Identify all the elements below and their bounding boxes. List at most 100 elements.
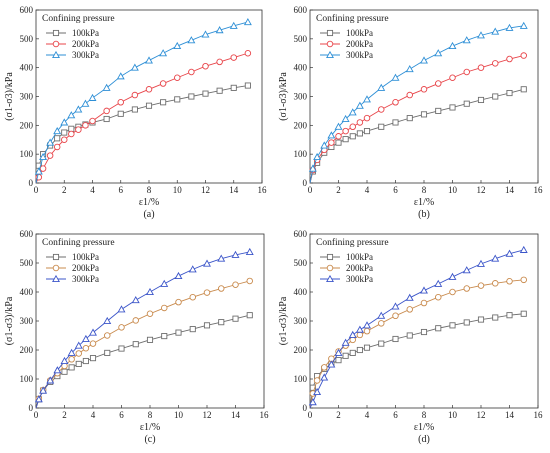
series-300kPa — [34, 247, 254, 409]
data-point — [377, 311, 386, 319]
data-point — [173, 74, 181, 82]
data-point — [355, 101, 364, 109]
series-line — [309, 88, 524, 184]
data-point — [392, 335, 399, 343]
x-tick-label: 8 — [422, 410, 427, 420]
data-point — [173, 41, 182, 50]
data-point — [175, 298, 182, 306]
series-100kPa — [309, 310, 527, 409]
data-point — [477, 282, 485, 289]
data-point — [81, 99, 90, 107]
series-line — [309, 279, 524, 409]
data-point — [463, 319, 470, 326]
data-point — [356, 130, 363, 137]
data-point — [145, 102, 153, 109]
data-point — [505, 23, 514, 31]
data-point — [349, 133, 356, 140]
legend-title: Confining pressure — [316, 13, 389, 24]
data-point — [435, 107, 442, 114]
data-point — [216, 58, 223, 66]
data-point — [420, 286, 428, 294]
data-point — [230, 84, 237, 91]
data-point — [335, 133, 342, 140]
data-point — [103, 316, 112, 325]
data-point — [392, 99, 399, 106]
x-tick-label: 6 — [393, 410, 398, 420]
data-point — [435, 325, 442, 332]
series-line — [35, 280, 250, 409]
data-point — [363, 114, 371, 122]
data-point — [392, 312, 399, 320]
data-point — [159, 80, 167, 87]
data-point — [201, 30, 210, 38]
data-point — [477, 259, 485, 267]
legend-marker — [52, 274, 60, 283]
data-point — [320, 141, 329, 149]
data-point — [342, 127, 349, 135]
series-line — [309, 249, 524, 409]
legend-entry: 200kPa — [346, 39, 373, 49]
data-point — [145, 86, 153, 93]
data-point — [492, 93, 499, 100]
x-tick-label: 10 — [174, 410, 184, 420]
data-point — [462, 266, 471, 274]
data-point — [132, 341, 139, 348]
y-tick-label: 400 — [294, 287, 308, 297]
data-point — [39, 165, 47, 172]
x-tick-label: 16 — [534, 410, 544, 420]
data-point — [160, 279, 169, 287]
x-tick-label: 0 — [308, 410, 313, 420]
data-point — [477, 31, 485, 39]
series-300kPa — [34, 17, 252, 184]
legend-entry: 300kPa — [72, 50, 99, 60]
data-point — [355, 325, 364, 333]
y-tick-label: 300 — [294, 92, 308, 102]
data-point — [243, 17, 252, 26]
data-point — [392, 119, 399, 126]
data-point — [89, 355, 97, 362]
y-tick-label: 600 — [20, 5, 34, 15]
data-point — [246, 277, 253, 285]
x-axis-label: ε1/% — [414, 197, 434, 208]
legend-marker — [326, 274, 334, 283]
data-point — [363, 344, 371, 351]
x-tick-label: 8 — [422, 185, 427, 195]
data-point — [420, 56, 428, 64]
data-point — [449, 322, 456, 329]
data-point — [118, 345, 125, 352]
data-point — [54, 135, 61, 142]
legend-entry: 100kPa — [72, 28, 99, 38]
legend-entry: 100kPa — [72, 252, 99, 262]
x-tick-label: 10 — [448, 410, 458, 420]
y-tick-label: 500 — [294, 34, 308, 44]
data-point — [463, 100, 470, 107]
x-tick-label: 8 — [148, 410, 153, 420]
data-point — [348, 108, 357, 116]
data-point — [61, 129, 68, 136]
data-point — [378, 340, 385, 347]
data-point — [75, 350, 82, 357]
data-point — [435, 293, 442, 301]
data-point — [405, 293, 414, 301]
y-tick-label: 100 — [294, 374, 308, 384]
x-axis-label: ε1/% — [139, 197, 159, 208]
data-point — [75, 360, 82, 367]
data-point — [132, 317, 139, 324]
data-point — [88, 93, 97, 101]
y-tick-label: 400 — [20, 287, 34, 297]
data-point — [160, 304, 168, 312]
data-point — [131, 106, 138, 113]
chart-panel-c: 0 2 4 6 8 10 12 14 16 0 100 200 300 400 500 600 ε1/% (σ1-… — [4, 229, 269, 445]
series-200kPa — [309, 52, 528, 184]
legend-entry: 200kPa — [346, 263, 373, 273]
data-point — [348, 330, 357, 338]
data-point — [53, 126, 62, 135]
data-point — [245, 247, 254, 255]
data-point — [520, 86, 527, 93]
x-tick-label: 2 — [62, 410, 67, 420]
data-point — [463, 68, 471, 76]
x-tick-label: 4 — [365, 410, 370, 420]
legend-entry: 100kPa — [346, 252, 373, 262]
y-tick-label: 500 — [20, 258, 34, 268]
